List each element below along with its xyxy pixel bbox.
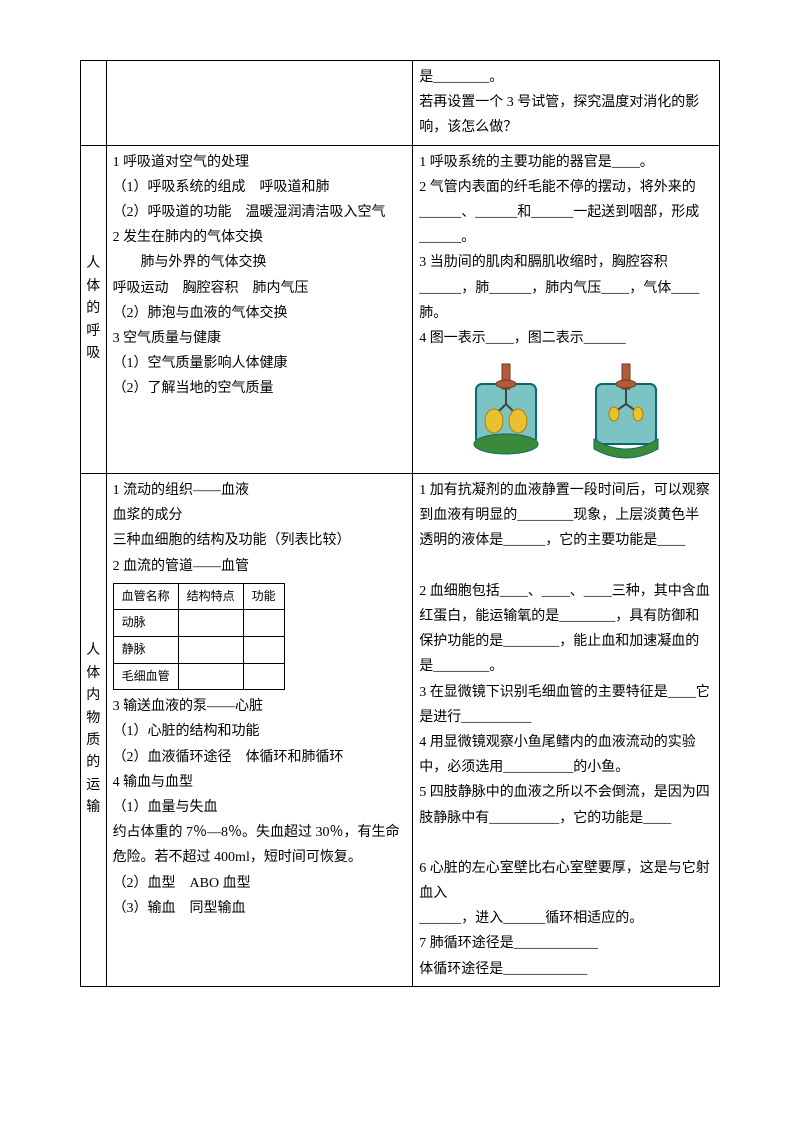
- text-line: 呼吸运动 胸腔容积 肺内气压: [113, 276, 407, 301]
- text-line: 三种血细胞的结构及功能（列表比较）: [113, 528, 407, 553]
- text-line: 肺与外界的气体交换: [113, 250, 407, 275]
- text-line: （2）呼吸道的功能 温暖湿润清洁吸入空气: [113, 200, 407, 225]
- text-line: ______，进入______循环相适应的。: [419, 906, 713, 931]
- text-line: （2）血液循环途径 体循环和肺循环: [113, 745, 407, 770]
- title-char: 运: [83, 775, 104, 797]
- section-title-transport: 人 体 内 物 质 的 运 输: [81, 474, 107, 987]
- right-cell-transport: 1 加有抗凝剂的血液静置一段时间后，可以观察到血液有明显的________现象，…: [413, 474, 720, 987]
- cell: 动脉: [113, 610, 178, 637]
- text-line: 1 加有抗凝剂的血液静置一段时间后，可以观察到血液有明显的________现象，…: [419, 478, 713, 554]
- cell: 毛细血管: [113, 663, 178, 690]
- text-line: 若再设置一个 3 号试管，探究温度对消化的影响，该怎么做？: [419, 90, 713, 140]
- page-container: 是________。 若再设置一个 3 号试管，探究温度对消化的影响，该怎么做？…: [0, 0, 800, 1027]
- vessel-table: 血管名称 结构特点 功能 动脉 静脉 毛细血管: [113, 583, 285, 690]
- table-row: 人 体 内 物 质 的 运 输 1 流动的组织——血液 血浆的成分 三种血细胞的…: [81, 474, 720, 987]
- text-line: 6 心脏的左心室壁比右心室壁要厚，这是与它射血入: [419, 856, 713, 906]
- text-line: 1 呼吸系统的主要功能的器官是____。: [419, 150, 713, 175]
- title-char: 呼: [83, 321, 104, 343]
- text-line: 4 用显微镜观察小鱼尾鳍内的血液流动的实验中，必须选用__________的小鱼…: [419, 730, 713, 780]
- section-title-respiration: 人 体 的 呼 吸: [81, 145, 107, 474]
- title-char: 吸: [83, 343, 104, 365]
- title-char: 内: [83, 685, 104, 707]
- text-line: 5 四肢静脉中的血液之所以不会倒流，是因为四肢静脉中有__________，它的…: [419, 780, 713, 830]
- text-line: （1）空气质量影响人体健康: [113, 351, 407, 376]
- cell: 结构特点: [178, 583, 243, 610]
- text-line: 3 在显微镜下识别毛细血管的主要特征是____它是进行__________: [419, 680, 713, 730]
- text-line: 3 空气质量与健康: [113, 326, 407, 351]
- text-line: 1 流动的组织——血液: [113, 478, 407, 503]
- text-line: 3 输送血液的泵——心脏: [113, 694, 407, 719]
- text-line: （1）血量与失血: [113, 795, 407, 820]
- text-line: 2 发生在肺内的气体交换: [113, 225, 407, 250]
- title-char: 输: [83, 797, 104, 819]
- text-line: 约占体重的 7％—8％。失血超过 30％，有生命危险。若不超过 400ml，短时…: [113, 820, 407, 870]
- cell: 功能: [243, 583, 284, 610]
- text-line: （3）输血 同型输血: [113, 896, 407, 921]
- left-cell-respiration: 1 呼吸道对空气的处理 （1）呼吸系统的组成 呼吸道和肺 （2）呼吸道的功能 温…: [106, 145, 413, 474]
- lung-model-icon: [576, 359, 676, 469]
- table-row: 人 体 的 呼 吸 1 呼吸道对空气的处理 （1）呼吸系统的组成 呼吸道和肺 （…: [81, 145, 720, 474]
- title-char: 体: [83, 276, 104, 298]
- table-row: 血管名称 结构特点 功能: [113, 583, 284, 610]
- text-line: 2 血流的管道——血管: [113, 554, 407, 579]
- text-line: （2）血型 ABO 血型: [113, 871, 407, 896]
- main-table: 是________。 若再设置一个 3 号试管，探究温度对消化的影响，该怎么做？…: [80, 60, 720, 987]
- title-char: 的: [83, 298, 104, 320]
- table-row: 动脉: [113, 610, 284, 637]
- lung-model-icon: [456, 359, 556, 469]
- table-row: 静脉: [113, 637, 284, 664]
- text-line: 2 血细胞包括____、____、____三种，其中含血红蛋白，能运输氧的是__…: [419, 579, 713, 680]
- table-row: 是________。 若再设置一个 3 号试管，探究温度对消化的影响，该怎么做？: [81, 61, 720, 146]
- title-char: 物: [83, 708, 104, 730]
- title-char: 人: [83, 253, 104, 275]
- text-line: 体循环途径是____________: [419, 957, 713, 982]
- text-line: 7 肺循环途径是____________: [419, 931, 713, 956]
- text-line: （2）了解当地的空气质量: [113, 376, 407, 401]
- text-line: （2）肺泡与血液的气体交换: [113, 301, 407, 326]
- section-title-cell-empty: [81, 61, 107, 146]
- lung-diagram-row: [419, 359, 713, 469]
- left-cell-transport: 1 流动的组织——血液 血浆的成分 三种血细胞的结构及功能（列表比较） 2 血流…: [106, 474, 413, 987]
- text-line: 1 呼吸道对空气的处理: [113, 150, 407, 175]
- title-char: 人: [83, 640, 104, 662]
- text-line: 2 气管内表面的纤毛能不停的摆动，将外来的______、______和_____…: [419, 175, 713, 251]
- title-char: 体: [83, 663, 104, 685]
- title-char: 的: [83, 752, 104, 774]
- text-line: 是________。: [419, 65, 713, 90]
- text-line: 4 输血与血型: [113, 770, 407, 795]
- text-line: 3 当肋间的肌肉和膈肌收缩时，胸腔容积______，肺______，肺内气压__…: [419, 250, 713, 326]
- table-row: 毛细血管: [113, 663, 284, 690]
- cell: 静脉: [113, 637, 178, 664]
- text-line: 血浆的成分: [113, 503, 407, 528]
- title-char: 质: [83, 730, 104, 752]
- text-line: （1）呼吸系统的组成 呼吸道和肺: [113, 175, 407, 200]
- text-line: （1）心脏的结构和功能: [113, 719, 407, 744]
- left-cell-row1: [106, 61, 413, 146]
- text-line: 4 图一表示____，图二表示______: [419, 326, 713, 351]
- right-cell-respiration: 1 呼吸系统的主要功能的器官是____。 2 气管内表面的纤毛能不停的摆动，将外…: [413, 145, 720, 474]
- right-cell-row1: 是________。 若再设置一个 3 号试管，探究温度对消化的影响，该怎么做？: [413, 61, 720, 146]
- cell: 血管名称: [113, 583, 178, 610]
